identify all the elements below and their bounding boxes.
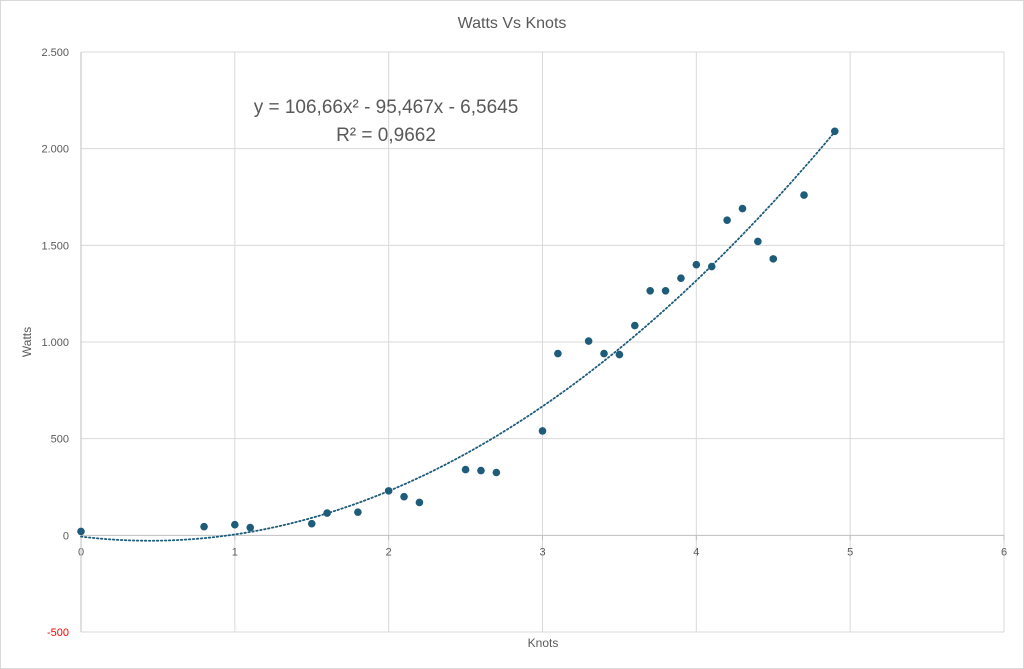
y-tick-label: 0 xyxy=(63,530,69,542)
data-points xyxy=(77,127,839,536)
x-tick-label: 2 xyxy=(386,546,392,558)
data-point xyxy=(661,286,670,295)
data-point xyxy=(723,216,731,224)
trendline-layer xyxy=(80,131,836,542)
data-point xyxy=(615,350,624,359)
data-point xyxy=(646,286,654,295)
trendline-r-squared: R² = 0,9662 xyxy=(336,125,436,146)
y-tick-label: 2.500 xyxy=(41,47,69,59)
x-tick-label: 4 xyxy=(693,546,699,558)
data-point xyxy=(384,487,393,495)
data-point xyxy=(554,349,562,358)
chart-title: Watts Vs Knots xyxy=(458,15,567,32)
y-tick-label: -500 xyxy=(47,627,69,639)
data-point xyxy=(600,349,608,358)
y-tick-label: 500 xyxy=(51,434,69,446)
x-tick-label: 6 xyxy=(1001,546,1007,558)
data-point xyxy=(692,260,701,269)
x-tick-label: 3 xyxy=(539,546,545,558)
y-tick-label: 1.500 xyxy=(41,240,69,252)
gridlines xyxy=(81,51,1005,633)
x-tick-label: 1 xyxy=(232,546,238,558)
data-point xyxy=(584,337,593,345)
data-point xyxy=(477,466,485,475)
data-point xyxy=(538,427,547,435)
data-point xyxy=(400,492,408,501)
data-point xyxy=(769,255,778,263)
data-point xyxy=(354,508,362,516)
data-point xyxy=(707,262,716,271)
data-point xyxy=(415,498,424,507)
y-tick-label: 2.000 xyxy=(41,144,69,156)
data-point xyxy=(738,204,747,213)
data-point xyxy=(200,522,208,531)
data-point xyxy=(677,274,685,283)
data-point xyxy=(631,321,639,330)
data-point xyxy=(754,237,762,246)
y-axis-label: Watts xyxy=(20,327,34,357)
x-axis-label: Knots xyxy=(528,636,559,650)
trendline-equation: y = 106,66x² - 95,467x - 6,5645 xyxy=(254,97,519,118)
data-point xyxy=(77,527,85,536)
trendline xyxy=(80,131,836,542)
x-tick-label: 5 xyxy=(847,546,853,558)
data-point xyxy=(323,509,331,517)
data-point xyxy=(246,523,255,532)
data-point xyxy=(492,468,501,477)
data-point xyxy=(307,519,316,528)
data-point xyxy=(800,191,808,199)
data-point xyxy=(231,520,239,529)
data-point xyxy=(461,465,470,474)
data-point xyxy=(830,127,839,136)
y-tick-label: 1.000 xyxy=(41,337,69,349)
